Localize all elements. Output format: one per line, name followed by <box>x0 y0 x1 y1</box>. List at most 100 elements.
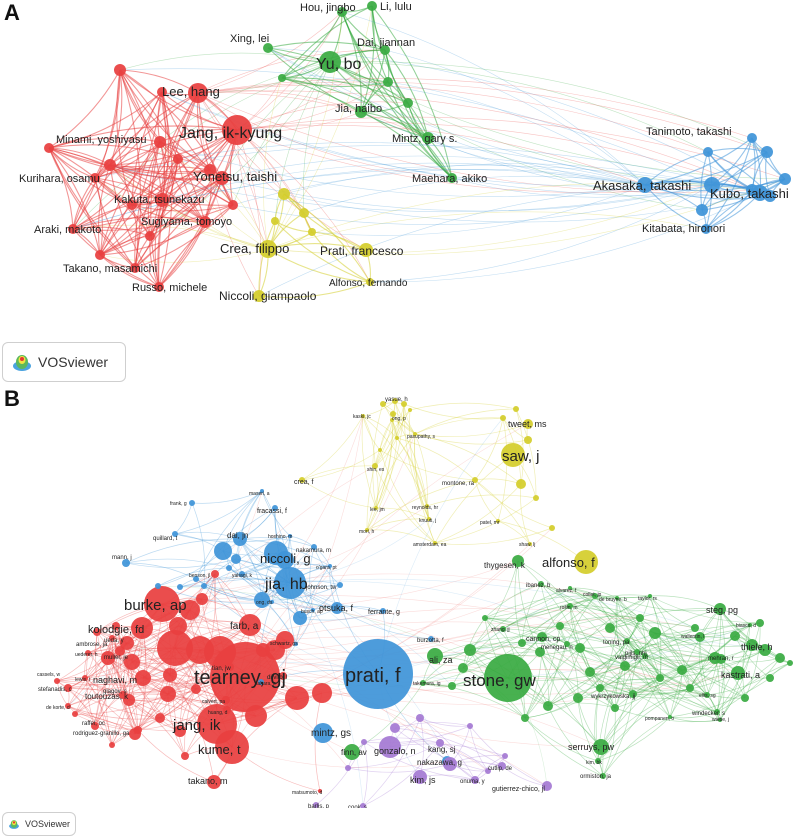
node-g-cluster[interactable] <box>611 704 619 712</box>
node-prati-francesco[interactable] <box>359 243 373 257</box>
node-biasco-d[interactable] <box>748 623 752 627</box>
node-g-cluster[interactable] <box>649 627 661 639</box>
node-raffel-oc[interactable] <box>91 722 99 730</box>
node-ong-p[interactable] <box>390 418 394 422</box>
node-maehara-akiko[interactable] <box>447 173 457 183</box>
node-yonetsu-taishi[interactable] <box>215 171 229 185</box>
node-jang-ik-kyung[interactable] <box>222 115 252 145</box>
node-shaw-lj[interactable] <box>528 542 532 546</box>
node-r-cluster[interactable] <box>312 683 332 703</box>
node-r-cluster[interactable] <box>155 713 165 723</box>
node-cannon-cp[interactable] <box>537 632 547 642</box>
node-b-cluster[interactable] <box>779 173 791 185</box>
node-yahagi-k[interactable] <box>239 571 245 577</box>
node-r-cluster[interactable] <box>276 631 294 649</box>
node-takemura-ig[interactable] <box>420 680 426 686</box>
node-sugiyama-tomoyo[interactable] <box>199 216 211 228</box>
node-ellis-sg[interactable] <box>704 692 710 698</box>
node-g-cluster[interactable] <box>605 623 615 633</box>
node-onuma-y[interactable] <box>471 776 479 784</box>
node-kaski-jc[interactable] <box>361 414 365 418</box>
node-finn-av[interactable] <box>344 744 360 760</box>
vosviewer-badge-a[interactable]: VOSviewer <box>2 342 126 382</box>
node-russo-michele[interactable] <box>154 282 164 292</box>
node-patel-mr[interactable] <box>496 519 500 523</box>
node-stefanadis-c[interactable] <box>64 684 72 692</box>
node-mori-h[interactable] <box>365 528 369 532</box>
node-johnson-tw[interactable] <box>337 582 343 588</box>
node-amsterdam-ea[interactable] <box>433 541 437 545</box>
node-frank-g[interactable] <box>189 500 195 506</box>
node-r-cluster[interactable] <box>204 636 236 668</box>
node-kume-t[interactable] <box>215 730 249 764</box>
node-burzotta-f[interactable] <box>428 636 434 642</box>
node-wiebe-j[interactable] <box>718 718 722 722</box>
node-stone-gw[interactable] <box>484 654 532 702</box>
node-b-cluster[interactable] <box>264 541 288 565</box>
node-kurihara-osamu[interactable] <box>90 173 100 183</box>
node-g-cluster[interactable] <box>596 684 604 692</box>
node-alfonso-fernando[interactable] <box>366 278 374 286</box>
node-ormiston-ja[interactable] <box>600 773 606 779</box>
node-y-cluster[interactable] <box>513 406 519 412</box>
node-y-cluster[interactable] <box>378 448 382 452</box>
node-g-cluster[interactable] <box>403 98 413 108</box>
node-muller-je[interactable] <box>124 654 140 670</box>
node-busch-ap[interactable] <box>311 608 315 612</box>
node-g-cluster[interactable] <box>636 614 644 622</box>
node-r-cluster[interactable] <box>157 630 193 666</box>
node-y-cluster[interactable] <box>533 495 539 501</box>
node-tanimoto-takashi[interactable] <box>747 133 757 143</box>
node-mintz-gs[interactable] <box>313 723 333 743</box>
node-alvarez-f[interactable] <box>568 586 572 590</box>
node-g-cluster[interactable] <box>573 693 583 703</box>
node-di-vito-l[interactable] <box>279 672 287 680</box>
node-r-cluster[interactable] <box>181 752 189 760</box>
node-p-cluster[interactable] <box>436 739 444 747</box>
node-r-cluster[interactable] <box>204 164 216 176</box>
node-lee-hang[interactable] <box>188 83 208 103</box>
node-pompanen-o[interactable] <box>668 715 672 719</box>
node-wykrzykowska-jj[interactable] <box>629 690 637 698</box>
node-gutierrez-chico-jl[interactable] <box>542 781 552 791</box>
node-yasue-h[interactable] <box>392 398 398 404</box>
node-montone-ra[interactable] <box>472 477 478 483</box>
node-y-cluster[interactable] <box>524 436 532 444</box>
node-p-cluster[interactable] <box>502 753 508 759</box>
node-takano-m[interactable] <box>207 775 221 789</box>
node-thiele-h[interactable] <box>746 639 758 651</box>
node-r-cluster[interactable] <box>109 742 115 748</box>
node-naghavi-m[interactable] <box>135 670 151 686</box>
node-taylor-rs[interactable] <box>648 594 652 598</box>
node-crea-filippo[interactable] <box>259 240 277 258</box>
network-map-a[interactable]: Li, lulu Hou, jingbo Xing, lei Dai, jiannan… <box>0 0 800 340</box>
node-r-cluster[interactable] <box>95 250 105 260</box>
node-p-cluster[interactable] <box>390 723 400 733</box>
node-ambrose-ja[interactable] <box>120 636 134 650</box>
node-alfonso-f[interactable] <box>574 550 598 574</box>
node-de-bruyne-b[interactable] <box>615 596 619 600</box>
node-toning-pa[interactable] <box>624 638 630 644</box>
node-fracassi-f[interactable] <box>272 505 278 511</box>
vosviewer-badge-b[interactable]: VOSviewer <box>2 812 76 836</box>
node-reynolds-hr[interactable] <box>425 504 429 508</box>
node-b-cluster[interactable] <box>696 204 708 216</box>
node-takano-masamichi[interactable] <box>130 263 140 273</box>
node-r-cluster[interactable] <box>180 600 200 620</box>
node-serruys-pw[interactable] <box>593 739 609 755</box>
node-g-cluster[interactable] <box>464 644 476 656</box>
node-g-cluster[interactable] <box>709 652 721 664</box>
node-otsuka-f[interactable] <box>331 602 343 614</box>
node-ibanez-b[interactable] <box>538 581 544 587</box>
node-quillard-t[interactable] <box>172 531 178 537</box>
node-p-cluster[interactable] <box>416 714 424 722</box>
node-pasupathy-s[interactable] <box>413 432 417 436</box>
node-rollin-m[interactable] <box>567 603 573 609</box>
node-araki-makoto[interactable] <box>68 224 78 234</box>
node-g-cluster[interactable] <box>556 622 564 630</box>
node-g-cluster[interactable] <box>730 631 740 641</box>
node-p-cluster[interactable] <box>485 768 491 774</box>
node-r-cluster[interactable] <box>245 705 267 727</box>
node-nakazawa-g[interactable] <box>443 757 457 771</box>
node-g-cluster[interactable] <box>575 643 585 653</box>
